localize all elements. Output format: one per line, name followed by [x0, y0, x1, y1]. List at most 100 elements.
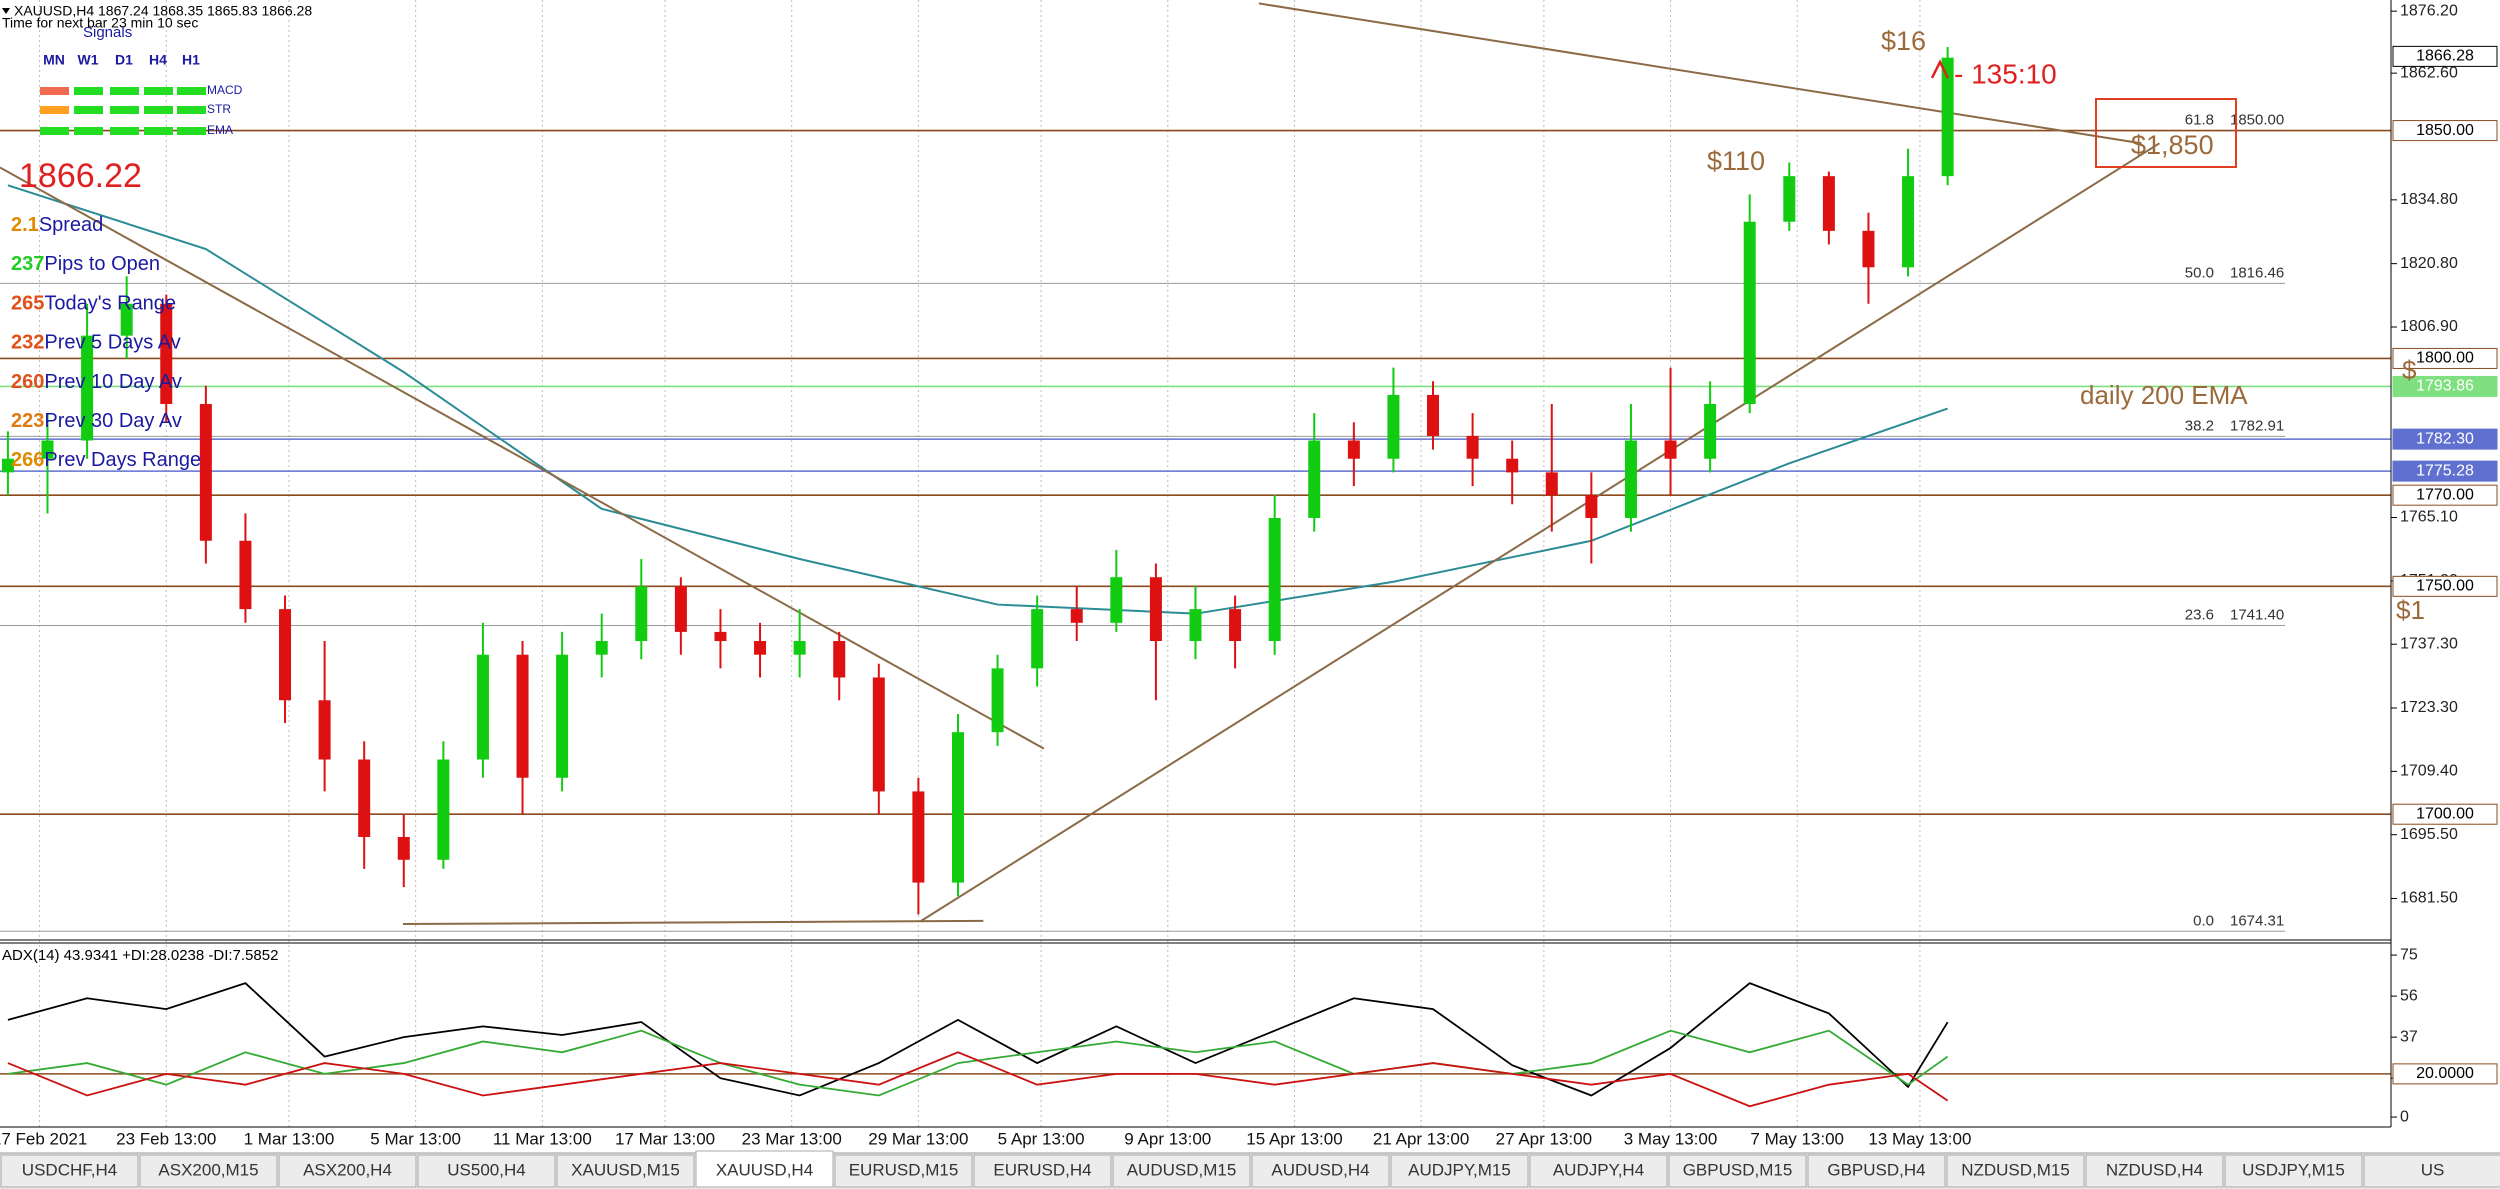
candle-body	[199, 404, 212, 541]
tab[interactable]	[0, 1154, 139, 1188]
indicator-line	[7, 1029, 1949, 1097]
tab-label[interactable]: AUDUSD,H4	[1271, 1160, 1369, 1179]
tab-label[interactable]: USDJPY,M15	[2242, 1160, 2345, 1179]
info-label: Pips to Open	[44, 253, 160, 275]
info-label: Prev 30 Day Av	[44, 410, 181, 432]
candle-body	[120, 303, 133, 336]
info-label: Prev Days Range	[44, 449, 201, 471]
indicator-title: ADX(14) 43.9341 +DI:28.0238 -DI:7.5852	[2, 947, 278, 964]
info-value: 260	[11, 371, 44, 393]
tab[interactable]	[1112, 1154, 1251, 1188]
menu-triangle	[2, 8, 10, 14]
candle-body	[476, 654, 489, 760]
tab[interactable]	[2224, 1154, 2363, 1188]
tab-label[interactable]: XAUUSD,H4	[716, 1160, 813, 1179]
tab-label[interactable]: EURUSD,M15	[849, 1160, 959, 1179]
y-tick-label: 1765.10	[2400, 509, 2458, 526]
tab-label[interactable]: XAUUSD,M15	[571, 1160, 680, 1179]
bar-timer: Time for next bar 23 min 10 sec	[2, 15, 198, 31]
signal-name: MACD	[207, 83, 243, 97]
tab-label[interactable]: US	[2421, 1160, 2445, 1179]
candle-body	[1862, 230, 1875, 268]
candle-body	[239, 540, 252, 610]
signal-box	[110, 106, 139, 114]
tab-label[interactable]: AUDJPY,H4	[1553, 1160, 1644, 1179]
tab-label[interactable]: GBPUSD,H4	[1827, 1160, 1925, 1179]
x-tick-label: 29 Mar 13:00	[868, 1129, 968, 1148]
candle-body	[279, 609, 292, 701]
level-label-box	[2392, 484, 2498, 506]
annotation: $1	[2396, 595, 2425, 625]
tab[interactable]	[834, 1154, 973, 1188]
tab[interactable]	[695, 1150, 834, 1188]
tab[interactable]	[1529, 1154, 1668, 1188]
signal-period: D1	[115, 52, 133, 68]
tab[interactable]	[1807, 1154, 1946, 1188]
fib-price: 1741.40	[2230, 606, 2284, 623]
tab[interactable]	[2363, 1154, 2500, 1188]
level-label-box	[2392, 575, 2498, 597]
fib-ratio: 61.8	[2185, 112, 2214, 129]
level-label: 20.0000	[2416, 1065, 2474, 1082]
annotation: daily 200 EMA	[2080, 380, 2248, 410]
candle-body	[1704, 404, 1717, 459]
tab[interactable]	[1946, 1154, 2085, 1188]
tab-label[interactable]: AUDJPY,M15	[1408, 1160, 1511, 1179]
tab-label[interactable]: NZDUSD,H4	[2106, 1160, 2203, 1179]
annotation: - 135:10	[1954, 58, 2057, 89]
tab[interactable]	[973, 1154, 1112, 1188]
tab-label[interactable]: GBPUSD,M15	[1683, 1160, 1793, 1179]
candle-body	[1664, 440, 1677, 459]
signal-name: EMA	[207, 123, 233, 137]
tab-label[interactable]: NZDUSD,M15	[1961, 1160, 2070, 1179]
candle-body	[951, 732, 964, 883]
tab-label[interactable]: AUDUSD,M15	[1127, 1160, 1237, 1179]
signal-box	[177, 127, 206, 135]
ema-line	[7, 184, 1948, 615]
level-label: 1775.28	[2416, 462, 2474, 479]
signal-period: MN	[43, 52, 65, 68]
y-tick-label: 1737.30	[2400, 635, 2458, 652]
x-tick-label: 11 Mar 13:00	[493, 1129, 592, 1148]
tab-label[interactable]: ASX200,H4	[303, 1160, 392, 1179]
level-label: 1770.00	[2416, 486, 2474, 503]
annotation: $	[2402, 355, 2417, 385]
x-tick-label: 9 Apr 13:00	[1124, 1129, 1211, 1148]
info-row: 223Prev 30 Day Av	[11, 410, 182, 432]
candle-body	[1743, 221, 1756, 405]
candle-body	[160, 303, 173, 405]
tab-label[interactable]: US500,H4	[447, 1160, 525, 1179]
candle-body	[1387, 394, 1400, 459]
signal-period: W1	[78, 52, 99, 68]
trendline	[402, 919, 984, 926]
tab-label[interactable]: USDCHF,H4	[22, 1160, 117, 1179]
tab[interactable]	[1390, 1154, 1529, 1188]
candle-body	[1427, 394, 1440, 436]
level-label-box	[2392, 428, 2498, 450]
x-tick-label: 23 Mar 13:00	[742, 1129, 842, 1148]
x-tick-label: 17 Mar 13:00	[615, 1129, 715, 1148]
candle-body	[556, 654, 569, 778]
annotation: $16	[1881, 26, 1926, 56]
candle-body	[714, 631, 727, 642]
tab-label[interactable]: ASX200,M15	[158, 1160, 258, 1179]
tab[interactable]	[278, 1154, 417, 1188]
tab[interactable]	[417, 1154, 556, 1188]
tab-label[interactable]: EURUSD,H4	[993, 1160, 1091, 1179]
current-price: 1866.22	[19, 157, 142, 195]
tab[interactable]	[1668, 1154, 1807, 1188]
candle-body	[912, 791, 925, 883]
indicator-line	[7, 982, 1949, 1097]
trendline	[1258, 2, 2142, 145]
level-label: 1750.00	[2416, 578, 2474, 595]
tab[interactable]	[139, 1154, 278, 1188]
tab[interactable]	[1251, 1154, 1390, 1188]
tab[interactable]	[2085, 1154, 2224, 1188]
tab[interactable]	[556, 1154, 695, 1188]
signal-box	[144, 87, 173, 95]
y-tick-label: 0	[2400, 1108, 2409, 1125]
candle-body	[1347, 440, 1360, 459]
candle-body	[318, 700, 331, 760]
